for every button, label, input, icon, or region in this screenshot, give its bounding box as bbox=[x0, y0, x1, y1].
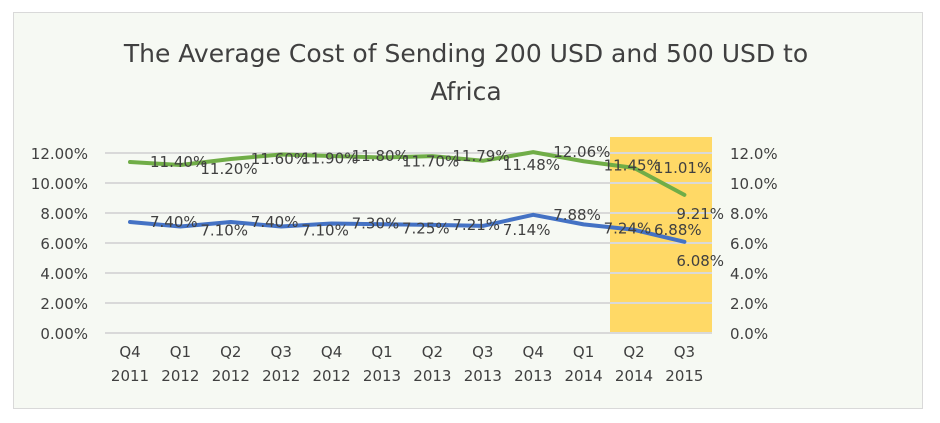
data-label: 7.14% bbox=[503, 221, 551, 239]
y-tick-right: 8.0% bbox=[730, 205, 768, 223]
x-tick-year: 2012 bbox=[212, 367, 250, 385]
chart-title-line-2: Africa bbox=[430, 77, 501, 106]
y-tick-left: 6.00% bbox=[40, 235, 88, 253]
y-tick-left: 0.00% bbox=[40, 325, 88, 343]
data-label: 7.21% bbox=[452, 216, 500, 234]
data-label: 11.40% bbox=[150, 153, 207, 171]
data-label: 11.20% bbox=[200, 160, 257, 178]
x-tick-year: 2013 bbox=[413, 367, 451, 385]
x-tick-quarter: Q4 bbox=[523, 343, 544, 361]
data-label: 11.70% bbox=[402, 153, 459, 171]
data-label: 7.10% bbox=[301, 222, 349, 240]
data-label: 11.90% bbox=[301, 150, 358, 168]
x-tick-year: 2015 bbox=[665, 367, 703, 385]
data-label: 7.10% bbox=[200, 222, 248, 240]
x-tick-year: 2012 bbox=[313, 367, 351, 385]
data-label: 11.48% bbox=[503, 156, 560, 174]
x-tick-quarter: Q2 bbox=[422, 343, 443, 361]
y-tick-left: 10.00% bbox=[31, 175, 88, 193]
data-label: 9.21% bbox=[676, 205, 724, 223]
x-tick-year: 2014 bbox=[565, 367, 603, 385]
data-label: 7.25% bbox=[402, 219, 450, 237]
x-tick-year: 2013 bbox=[363, 367, 401, 385]
data-label: 7.40% bbox=[150, 213, 198, 231]
data-label: 6.08% bbox=[676, 252, 724, 270]
data-label: 7.24% bbox=[604, 219, 652, 237]
chart-frame bbox=[13, 12, 923, 409]
x-tick-year: 2013 bbox=[464, 367, 502, 385]
x-tick-quarter: Q2 bbox=[220, 343, 241, 361]
x-tick-year: 2011 bbox=[111, 367, 149, 385]
data-label: 7.88% bbox=[553, 206, 601, 224]
y-tick-right: 0.0% bbox=[730, 325, 768, 343]
y-tick-left: 2.00% bbox=[40, 295, 88, 313]
y-tick-left: 8.00% bbox=[40, 205, 88, 223]
data-label: 11.60% bbox=[251, 150, 308, 168]
y-tick-right: 10.0% bbox=[730, 175, 778, 193]
x-tick-quarter: Q3 bbox=[674, 343, 695, 361]
data-label: 7.30% bbox=[352, 215, 400, 233]
data-label: 7.40% bbox=[251, 213, 299, 231]
x-tick-quarter: Q3 bbox=[271, 343, 292, 361]
y-tick-left: 4.00% bbox=[40, 265, 88, 283]
x-tick-quarter: Q1 bbox=[573, 343, 594, 361]
x-tick-year: 2014 bbox=[615, 367, 653, 385]
y-tick-right: 2.0% bbox=[730, 295, 768, 313]
x-tick-year: 2013 bbox=[514, 367, 552, 385]
x-tick-quarter: Q4 bbox=[119, 343, 140, 361]
data-label: 12.06% bbox=[553, 143, 610, 161]
x-tick-year: 2012 bbox=[262, 367, 300, 385]
data-label: 11.01% bbox=[654, 159, 711, 177]
series-line-0 bbox=[128, 150, 687, 197]
y-tick-right: 4.0% bbox=[730, 265, 768, 283]
x-tick-quarter: Q3 bbox=[472, 343, 493, 361]
data-label: 11.80% bbox=[352, 147, 409, 165]
x-tick-quarter: Q1 bbox=[371, 343, 392, 361]
x-tick-year: 2012 bbox=[161, 367, 199, 385]
y-tick-right: 12.0% bbox=[730, 145, 778, 163]
x-tick-quarter: Q2 bbox=[623, 343, 644, 361]
data-label: 11.79% bbox=[452, 147, 509, 165]
chart-title-line-1: The Average Cost of Sending 200 USD and … bbox=[123, 39, 808, 68]
x-tick-quarter: Q4 bbox=[321, 343, 342, 361]
data-label: 6.88% bbox=[654, 221, 702, 239]
x-tick-quarter: Q1 bbox=[170, 343, 191, 361]
y-tick-right: 6.0% bbox=[730, 235, 768, 253]
y-tick-left: 12.00% bbox=[31, 145, 88, 163]
data-label: 11.45% bbox=[604, 156, 661, 174]
series-line-1 bbox=[128, 212, 687, 244]
